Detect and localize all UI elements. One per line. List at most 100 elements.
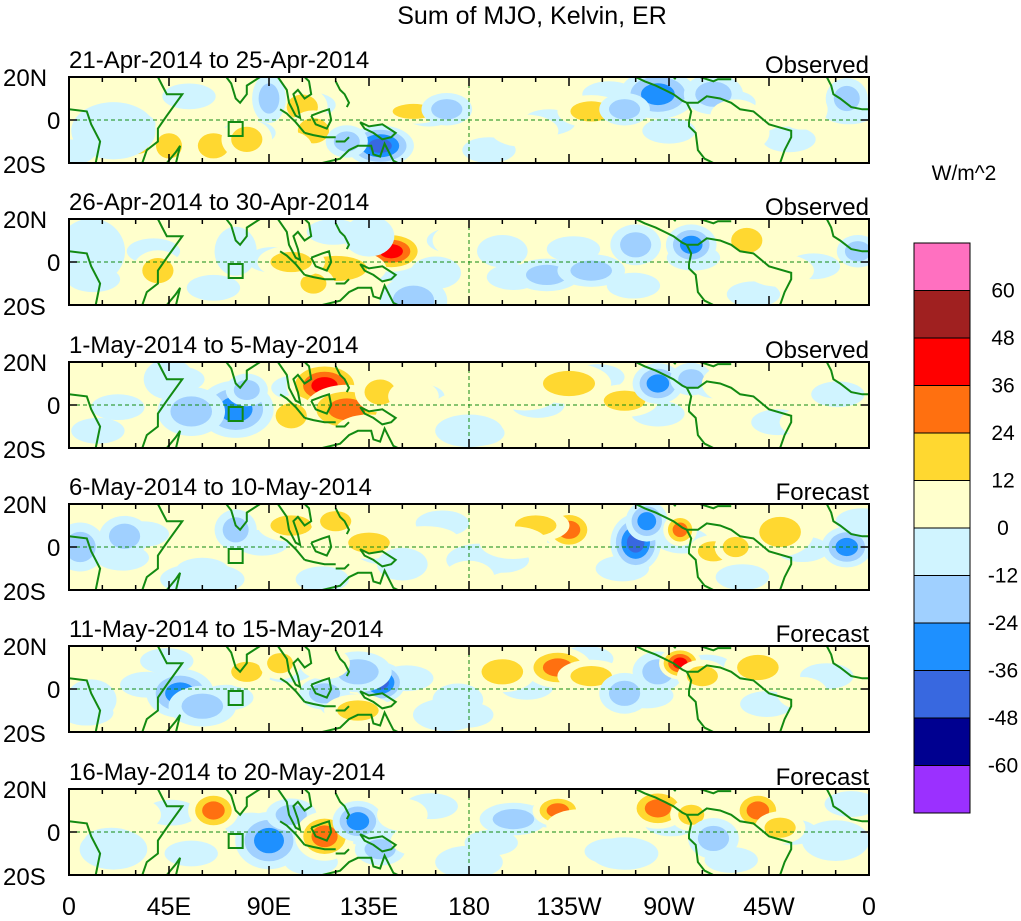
y-tick-label: 0 [47,250,60,277]
colorbar-swatch [913,717,971,766]
coastline [655,77,677,80]
anomaly-blob [71,417,125,444]
anomaly-blob [678,369,705,390]
anomaly-blob [377,798,428,832]
coastline [334,649,351,677]
coastline [279,250,306,276]
coastline [685,529,714,590]
anomaly-blob [746,801,770,820]
anomaly-blob [202,801,225,820]
colorbar-swatch [913,480,971,529]
anomaly-blob [546,809,614,842]
coastlines [69,362,869,448]
panel-title: 26-Apr-2014 to 30-Apr-2014 [69,189,369,216]
colorbar-swatch [913,432,971,481]
coastline [334,80,351,108]
coastline [335,278,350,285]
coastline [304,416,336,424]
coastline [195,504,261,532]
coastlines [69,646,869,732]
anomaly-blob [737,654,779,681]
coastline [334,222,351,250]
anomaly-blob [779,405,848,439]
y-tick-label: 20N [3,350,47,377]
anomaly-blob [231,661,263,682]
coastline [166,857,182,875]
colorbar-swatch [913,385,971,434]
coastline [825,504,869,538]
colorbar-swatch [913,670,971,719]
x-tick-label: 90E [247,893,291,921]
coastline [195,646,261,674]
y-tick-label: 20S [3,152,46,179]
colorbar-label: 24 [991,422,1015,445]
coastline [635,77,793,163]
coastline [310,108,333,130]
panel-type: Forecast [776,621,870,648]
coastline [825,789,869,823]
x-tick-label: 135W [536,893,602,921]
anomaly-blob [270,251,313,273]
coastline [334,365,351,393]
anomaly-blob [270,131,313,163]
anomaly-blob [320,511,352,532]
coastline [277,646,313,689]
coastline [277,219,313,262]
anomaly-blob [390,526,459,551]
anomaly-blob [764,817,796,838]
coastlines [69,504,869,590]
coastline [304,843,336,851]
anomaly-blob [642,117,696,144]
colorbar-units: W/m^2 [932,162,997,185]
coastline [334,792,351,820]
anomaly-blob [91,394,145,421]
coastline [359,690,398,710]
anomaly-blob [233,379,260,401]
region-box [227,121,244,137]
colorbar-label: -12 [988,565,1018,588]
coastline [69,535,102,590]
coastline [635,504,793,590]
coastline [359,833,398,853]
panel-5: 11-May-2014 to 15-May-2014 Forecast 20N020… [3,616,870,748]
colorbar-label: -24 [988,612,1019,635]
colorbar-label: 60 [991,280,1014,303]
anomaly-blob [333,131,360,152]
region-box [227,690,244,706]
coastline [166,430,182,448]
coastline [277,504,313,547]
anomaly-blob [726,281,781,305]
coastline [141,77,185,163]
x-axis-labels: 0 45E 90E 135E 180 135W 90W 45W 0 [62,893,876,921]
panel-type: Forecast [776,764,870,791]
anomaly-blob [71,102,156,160]
coastline [359,548,398,568]
coastline [69,677,102,732]
anomaly-blob [701,363,770,404]
anomaly-blob [603,390,646,411]
coastline [685,102,714,163]
anomaly-blob [160,562,245,590]
coastline [304,700,336,708]
coastline [685,814,714,875]
coastline [322,141,399,163]
colorbar: W/m^2 60 48 36 24 12 0 -12 -24 -36 -48 -60 [913,162,1019,814]
coastline [635,646,793,732]
anomaly-blob [777,88,828,130]
coastline [699,646,732,652]
anomaly-blob [759,516,801,548]
panel-title: 11-May-2014 to 15-May-2014 [69,616,383,643]
y-tick-label: 20N [3,207,47,234]
anomaly-blob [715,564,769,590]
anomaly-blob [590,837,659,870]
coastline [69,250,102,305]
coastline [141,789,185,875]
colorbar-swatch [913,765,971,814]
coastline [825,646,869,680]
map-panels: 21-Apr-2014 to 25-Apr-2014 Observed20N020… [3,47,870,891]
coastline [359,121,398,141]
anomaly-blob [731,227,763,254]
coastline [279,677,306,703]
anomaly-blob [164,840,218,867]
coastline [166,287,182,305]
